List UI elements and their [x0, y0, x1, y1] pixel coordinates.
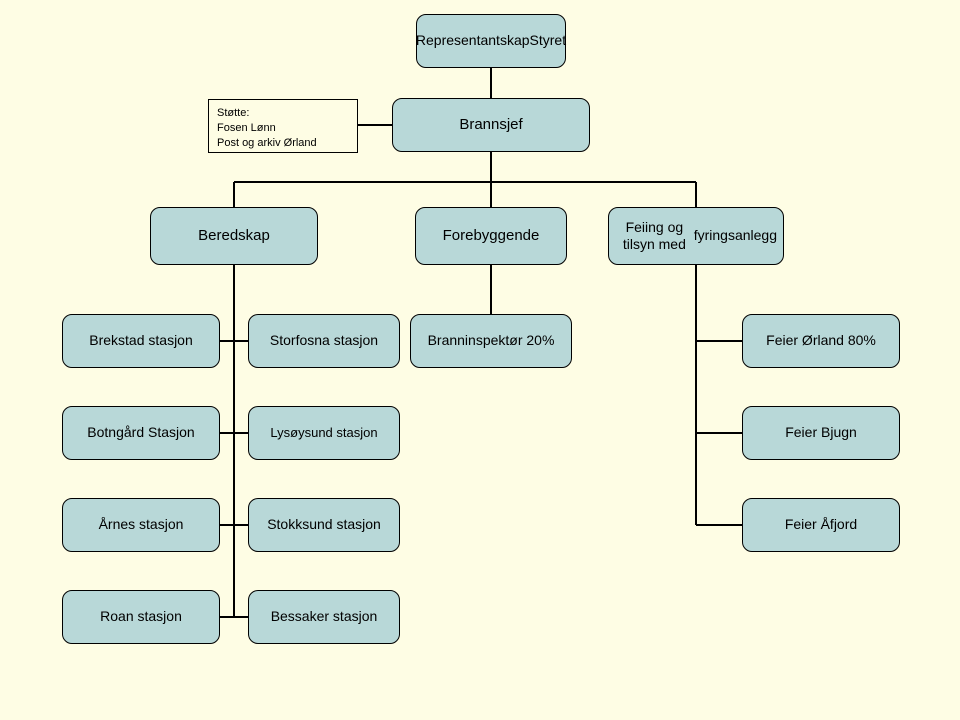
node-br2: Lysøysund stasjon	[248, 406, 400, 460]
node-forebyggende: Forebyggende	[415, 207, 567, 265]
node-f3: Feier Åfjord	[742, 498, 900, 552]
node-br1: Storfosna stasjon	[248, 314, 400, 368]
node-br4: Bessaker stasjon	[248, 590, 400, 644]
node-inspektor: Branninspektør 20%	[410, 314, 572, 368]
node-bl2: Botngård Stasjon	[62, 406, 220, 460]
node-f1: Feier Ørland 80%	[742, 314, 900, 368]
node-f2: Feier Bjugn	[742, 406, 900, 460]
node-br3: Stokksund stasjon	[248, 498, 400, 552]
node-bl3: Årnes stasjon	[62, 498, 220, 552]
node-beredskap: Beredskap	[150, 207, 318, 265]
node-bl4: Roan stasjon	[62, 590, 220, 644]
node-brannsjef: Brannsjef	[392, 98, 590, 152]
node-bl1: Brekstad stasjon	[62, 314, 220, 368]
node-support: Støtte:Fosen LønnPost og arkiv Ørland	[208, 99, 358, 153]
node-root: RepresentantskapStyret	[416, 14, 566, 68]
node-feiing: Feiing og tilsyn medfyringsanlegg	[608, 207, 784, 265]
